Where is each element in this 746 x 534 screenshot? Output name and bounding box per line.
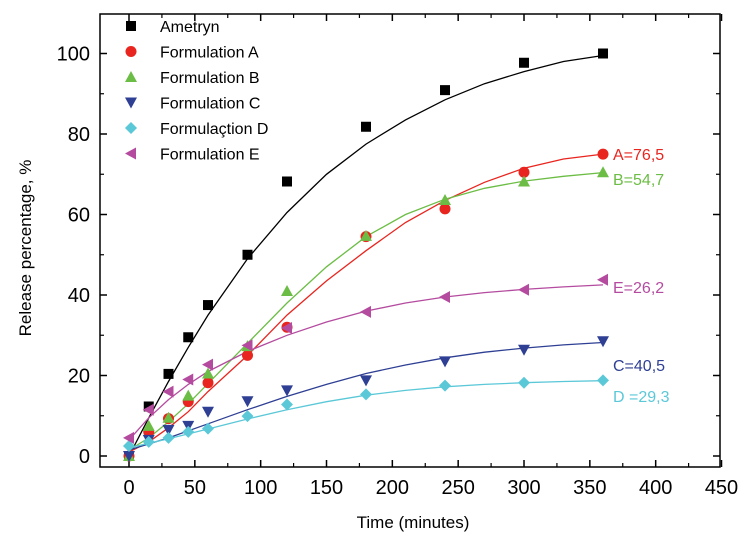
data-point [162,424,175,436]
legend-marker [125,97,137,109]
x-tick-label: 50 [184,477,206,499]
data-point [439,356,452,368]
y-tick-label: 0 [79,446,90,468]
data-point [182,373,194,386]
y-axis-title: Release percentage, % [16,160,35,337]
data-point [518,166,530,178]
data-point [361,121,372,132]
legend-label: Formulation B [160,70,260,87]
x-tick-label: 200 [376,477,409,499]
data-point [598,48,609,59]
data-point [597,148,609,160]
series-end-label: C=40,5 [613,358,665,375]
data-point [142,403,154,416]
data-point [123,431,134,444]
data-point [281,385,294,397]
x-tick-label: 400 [639,477,672,499]
series-end-label: B=54,7 [613,172,664,189]
legend-label: Formulation E [160,147,260,164]
data-point [439,379,452,392]
legend-label: Formulation C [160,96,260,113]
data-point [518,175,531,187]
fit-curve [128,284,604,441]
data-point [123,439,135,452]
x-tick-label: 450 [705,477,738,499]
fit-curve [128,153,604,453]
data-point [202,367,215,379]
data-point [202,377,214,389]
y-tick-label: 20 [68,366,90,388]
x-tick-label: 150 [310,477,343,499]
data-markers [123,48,610,462]
data-point [123,451,135,462]
data-point [597,166,610,178]
data-point [242,349,254,361]
plot-frame [99,13,721,468]
data-point [183,332,194,343]
data-point [439,291,451,304]
y-tick-label: 60 [68,205,90,227]
legend-marker [126,21,136,31]
series-end-label: A=76,5 [613,147,664,164]
data-point [281,398,294,411]
data-point [241,410,254,423]
series-end-label: E=26,2 [613,280,664,297]
legend-marker [125,71,137,82]
data-point [282,176,293,187]
x-tick-label: 0 [123,477,134,499]
data-point [281,284,294,296]
axes: 0 50 100 150 200 250 300 350 400 450 0 20 40 60 80 100 [57,13,738,499]
data-point [597,273,609,286]
legend-label: Ametryn [160,19,220,36]
legend-marker [125,46,137,57]
data-point [241,339,253,352]
data-point [360,375,373,387]
data-point [242,249,253,260]
legend-marker [125,147,136,160]
data-point [162,411,175,423]
series-end-label: D =29,3 [613,389,670,406]
data-point [142,419,155,431]
data-point [182,425,195,438]
data-point [162,431,175,444]
data-point [202,406,215,418]
data-point [202,358,214,371]
fit-curve [128,171,604,451]
data-point [281,322,293,335]
legend-label: Formulation A [160,45,259,62]
x-tick-label: 350 [573,477,606,499]
data-point [597,336,610,348]
x-tick-label: 300 [507,477,540,499]
data-point [518,376,531,389]
data-point [439,203,451,215]
data-point [518,283,530,296]
data-point [162,385,174,398]
y-tick-label: 40 [68,285,90,307]
legend-label: Formulaçtion D [160,121,268,138]
data-point [182,389,195,401]
data-point [360,305,372,318]
data-point [519,57,530,68]
data-point [163,368,174,379]
data-point [360,388,373,401]
data-point [440,85,451,96]
x-axis-title: Time (minutes) [357,513,470,532]
legend: Ametryn Formulation A Formulation B Formula… [125,19,268,164]
data-point [203,300,214,311]
fit-curve [128,54,604,457]
data-point [142,435,155,448]
x-tick-label: 250 [441,477,474,499]
x-tick-label: 100 [244,477,277,499]
y-tick-label: 80 [68,124,90,146]
data-point [202,422,215,435]
y-tick-label: 100 [57,44,90,66]
data-point [518,344,531,356]
data-point [360,229,373,241]
legend-marker [125,122,137,134]
series-end-labels: A=76,5 B=54,7 C=40,5 D =29,3 E=26,2 [613,147,670,406]
data-point [439,194,452,206]
data-point [241,396,254,408]
data-point [597,374,610,387]
